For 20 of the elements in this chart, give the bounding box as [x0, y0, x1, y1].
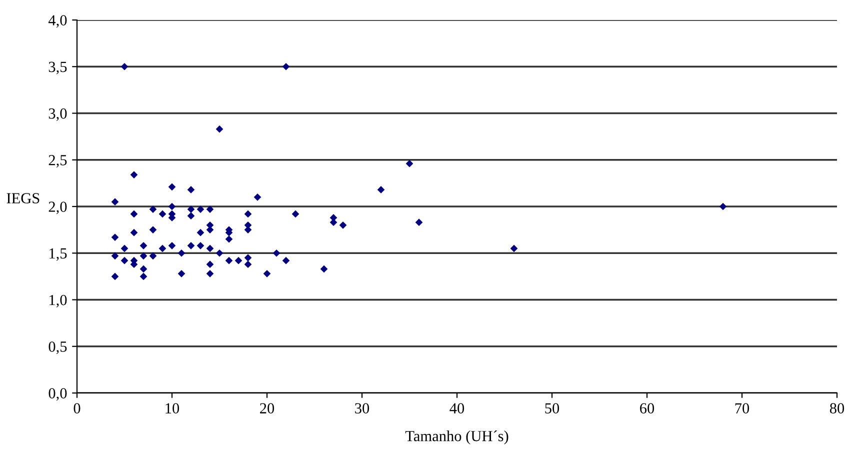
x-tick-label: 80: [830, 403, 844, 414]
x-tick-label: 0: [74, 403, 80, 414]
y-axis-title: IEGS: [6, 193, 40, 204]
x-tick-label: 40: [450, 403, 464, 414]
y-tick-label: 1,5: [50, 248, 67, 261]
y-tick-label: 2,5: [48, 155, 67, 168]
x-tick-label: 60: [640, 403, 654, 414]
x-tick-label: 50: [545, 403, 560, 414]
x-tick-label: 10: [166, 403, 180, 414]
x-axis-title: Tamanho (UH´s): [405, 430, 508, 444]
x-tick-label: 20: [260, 403, 274, 414]
x-tick-label: 30: [355, 403, 370, 414]
y-tick-label: 3,5: [48, 62, 67, 74]
y-tick-label: 0,0: [48, 388, 67, 401]
y-tick-label: 3,0: [48, 108, 67, 121]
x-tick-label: 70: [735, 403, 750, 414]
y-tick-label: 2,0: [48, 202, 67, 214]
y-tick-label: 1,0: [50, 294, 67, 308]
y-tick-label: 0,5: [48, 342, 67, 354]
y-tick-label: 4,0: [48, 15, 67, 28]
